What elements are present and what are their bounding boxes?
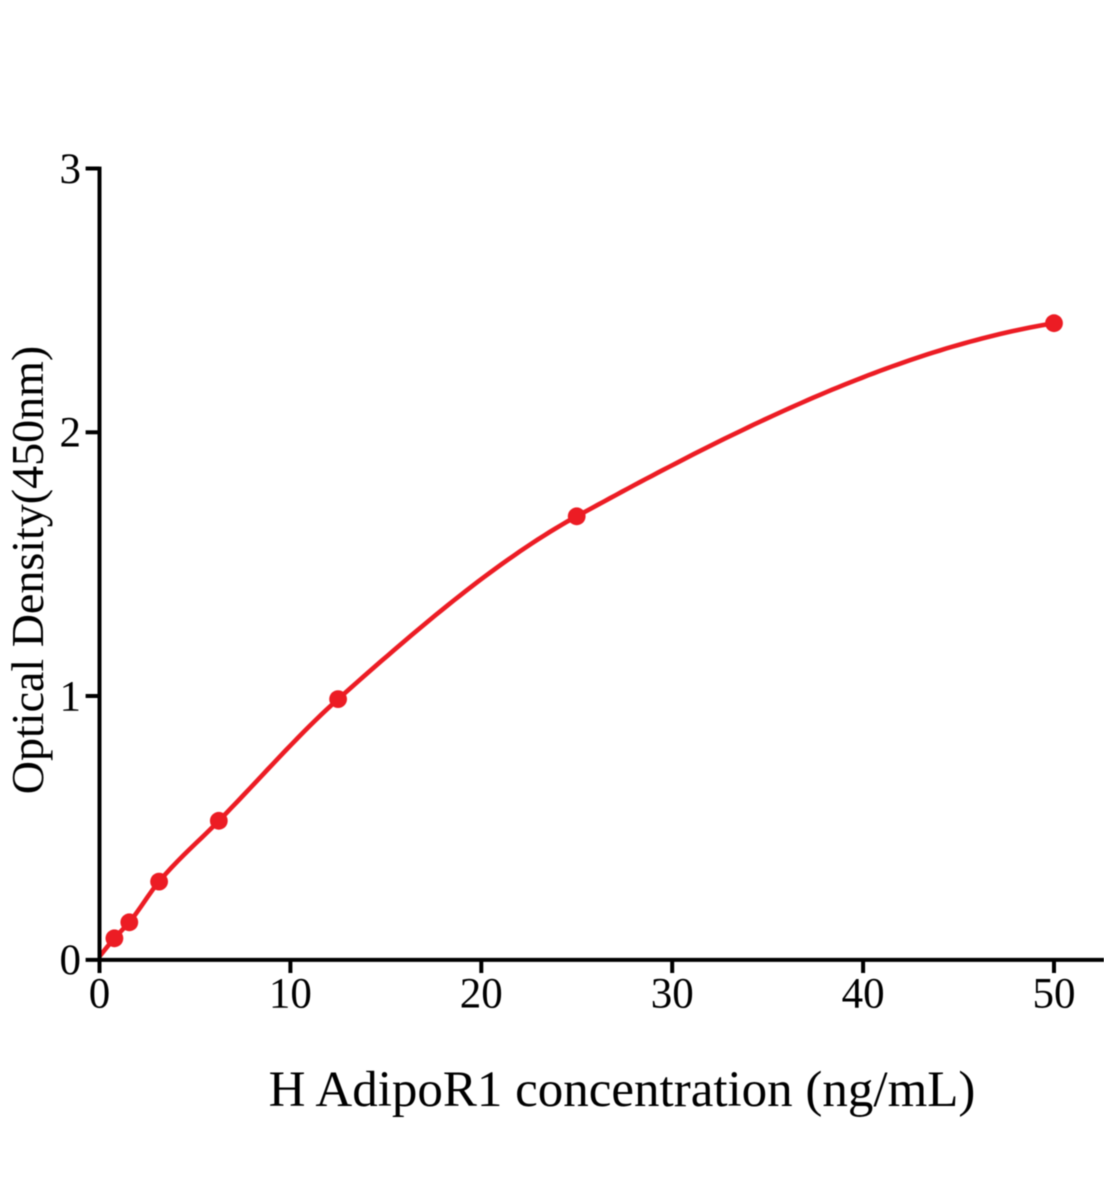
- svg-text:1: 1: [60, 673, 82, 720]
- svg-text:H AdipoR1 concentration (ng/mL: H AdipoR1 concentration (ng/mL): [269, 1062, 976, 1118]
- svg-text:2: 2: [60, 410, 82, 457]
- svg-text:10: 10: [269, 971, 312, 1018]
- svg-text:40: 40: [842, 971, 885, 1018]
- svg-text:50: 50: [1033, 971, 1076, 1018]
- svg-text:3: 3: [60, 146, 82, 193]
- svg-text:0: 0: [60, 937, 82, 984]
- svg-text:0: 0: [89, 971, 111, 1018]
- svg-text:Optical Density(450nm): Optical Density(450nm): [2, 346, 53, 794]
- svg-text:20: 20: [460, 971, 503, 1018]
- svg-text:30: 30: [651, 971, 694, 1018]
